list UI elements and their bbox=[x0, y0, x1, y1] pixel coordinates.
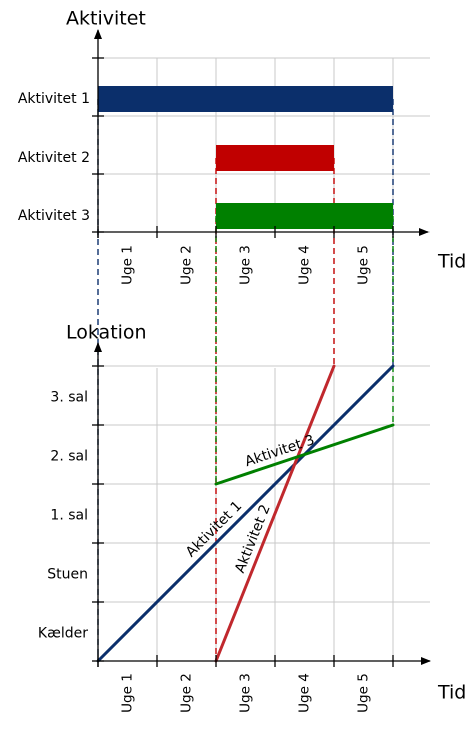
location-y-tick-label: 2. sal bbox=[50, 449, 88, 465]
gantt-row-label: Aktivitet 3 bbox=[18, 208, 90, 224]
gantt-row-label: Aktivitet 1 bbox=[18, 91, 90, 107]
location-x-tick-label: Uge 4 bbox=[297, 673, 313, 713]
series-line-1 bbox=[96, 364, 395, 663]
series-line-3 bbox=[214, 423, 395, 486]
chart-marks bbox=[96, 86, 395, 663]
gantt-x-axis-title: Tid bbox=[437, 251, 466, 273]
gantt-x-tick-label: Uge 4 bbox=[297, 245, 313, 285]
gantt-x-tick-label: Uge 2 bbox=[179, 245, 195, 285]
gantt-x-tick-label: Uge 3 bbox=[238, 245, 254, 285]
series-label-3: Aktivitet 3 bbox=[243, 432, 317, 470]
series-label-1: Aktivitet 1 bbox=[183, 498, 245, 560]
location-y-tick-label: Stuen bbox=[47, 567, 88, 583]
gantt-y-axis-title: Aktivitet bbox=[66, 8, 146, 30]
location-y-tick-label: Kælder bbox=[38, 626, 88, 642]
location-x-tick-label: Uge 5 bbox=[356, 673, 372, 713]
gantt-x-tick-label: Uge 1 bbox=[120, 245, 136, 285]
chart-axes bbox=[92, 29, 431, 667]
chart-labels: Aktivitet Tid Aktivitet 1 Aktivitet 2 Aktivi… bbox=[18, 8, 467, 713]
location-y-tick-label: 3. sal bbox=[50, 390, 88, 406]
gantt-row-label: Aktivitet 2 bbox=[18, 150, 90, 166]
location-y-tick-label: 1. sal bbox=[50, 508, 88, 524]
location-x-tick-label: Uge 3 bbox=[238, 673, 254, 713]
dashed-guide-lines bbox=[97, 99, 394, 661]
gantt-bar-3 bbox=[216, 203, 393, 229]
gantt-bar-1 bbox=[98, 86, 393, 112]
location-x-tick-label: Uge 1 bbox=[120, 673, 136, 713]
location-y-axis-title: Lokation bbox=[66, 322, 147, 344]
series-line-2 bbox=[214, 364, 336, 663]
location-x-axis-title: Tid bbox=[437, 682, 466, 704]
gantt-bar-2 bbox=[216, 145, 334, 171]
location-x-tick-label: Uge 2 bbox=[179, 673, 195, 713]
gantt-x-tick-label: Uge 5 bbox=[356, 245, 372, 285]
